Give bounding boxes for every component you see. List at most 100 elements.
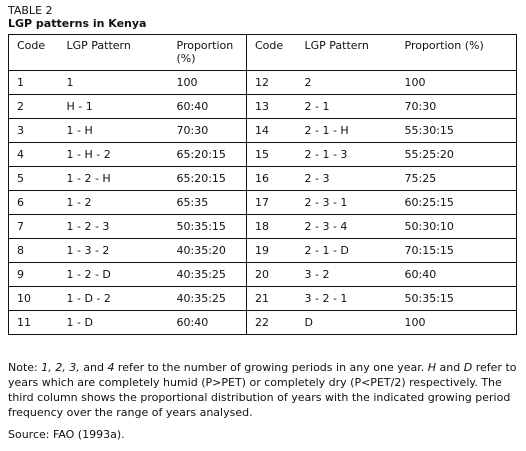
table-cell: 40:35:20: [168, 238, 247, 263]
table-cell: 1 - H: [58, 118, 169, 143]
note: Note: 1, 2, 3, and 4 refer to the number…: [8, 360, 520, 420]
table-cell: 20: [246, 262, 297, 287]
table-cell: 8: [8, 238, 59, 263]
table-cell: 1: [58, 70, 169, 95]
table-cell: 1 - 2: [58, 190, 169, 215]
table-cell: 65:35: [168, 190, 247, 215]
table-cell: 3 - 2 - 1: [296, 286, 397, 311]
table-cell: 100: [168, 70, 247, 95]
note-text: H: [427, 361, 437, 374]
table-cell: 22: [246, 310, 297, 335]
table-row: 11 1 - D 60:40 22 D 100: [8, 310, 517, 335]
table-cell: 7: [8, 214, 59, 239]
table-cell: 12: [246, 70, 297, 95]
note-text: refer to the number of growing periods i…: [114, 361, 428, 374]
table-cell: 16: [246, 166, 297, 191]
table-cell: 1 - H - 2: [58, 142, 169, 167]
table-cell: 100: [396, 310, 517, 335]
note-text: 1, 2, 3,: [41, 361, 80, 374]
column-header: LGP Pattern: [58, 34, 169, 71]
table-cell: 2 - 3 - 1: [296, 190, 397, 215]
table-cell: 3 - 2: [296, 262, 397, 287]
table-cell: 50:30:10: [396, 214, 517, 239]
table-label: TABLE 2: [8, 4, 53, 17]
table-cell: 40:35:25: [168, 286, 247, 311]
column-header: Proportion (%): [168, 34, 247, 71]
table-cell: 9: [8, 262, 59, 287]
table-cell: 3: [8, 118, 59, 143]
table-cell: 1 - 2 - H: [58, 166, 169, 191]
table-cell: 11: [8, 310, 59, 335]
table-body: 1 1 100 12 2 100 2 H - 1 60:40 13 2 - 1 70:30 3 1 - H…: [8, 70, 517, 335]
table-cell: 2 - 1 - D: [296, 238, 397, 263]
table-cell: 1 - 2 - D: [58, 262, 169, 287]
table-cell: 50:35:15: [168, 214, 247, 239]
table-cell: 55:25:20: [396, 142, 517, 167]
header-row: Code LGP Pattern Proportion (%) Code LGP Pat…: [8, 34, 517, 71]
table-row: 10 1 - D - 2 40:35:25 21 3 - 2 - 1 50:35:15: [8, 286, 517, 311]
table-cell: 15: [246, 142, 297, 167]
note-text: D: [463, 361, 473, 374]
table-cell: 60:40: [168, 94, 247, 119]
table-cell: 1 - D: [58, 310, 169, 335]
table-cell: 65:20:15: [168, 142, 247, 167]
table-cell: 21: [246, 286, 297, 311]
table-cell: 2 - 1 - 3: [296, 142, 397, 167]
source: Source: FAO (1993a).: [8, 428, 125, 441]
table-cell: 13: [246, 94, 297, 119]
table-cell: 10: [8, 286, 59, 311]
table: Code LGP Pattern Proportion (%) Code LGP Pat…: [8, 34, 517, 335]
table-cell: D: [296, 310, 397, 335]
column-header: LGP Pattern: [296, 34, 397, 71]
table-cell: 2: [8, 94, 59, 119]
table-cell: 50:35:15: [396, 286, 517, 311]
column-header: Code: [246, 34, 297, 71]
table-cell: 1 - D - 2: [58, 286, 169, 311]
table-cell: 2 - 1: [296, 94, 397, 119]
note-text: Note:: [8, 361, 42, 374]
note-text: refer to years which are completely humi…: [8, 361, 517, 419]
table-cell: 1 - 2 - 3: [58, 214, 169, 239]
table-cell: 2 - 1 - H: [296, 118, 397, 143]
table-cell: 5: [8, 166, 59, 191]
table-row: 1 1 100 12 2 100: [8, 70, 517, 95]
column-header: Code: [8, 34, 59, 71]
table-cell: 14: [246, 118, 297, 143]
column-header: Proportion (%): [396, 34, 517, 71]
table-title: LGP patterns in Kenya: [8, 17, 147, 30]
table-cell: 60:40: [396, 262, 517, 287]
table-cell: 60:40: [168, 310, 247, 335]
table-cell: 2: [296, 70, 397, 95]
table-cell: 40:35:25: [168, 262, 247, 287]
table-cell: 70:30: [396, 94, 517, 119]
table-cell: 65:20:15: [168, 166, 247, 191]
table-cell: 100: [396, 70, 517, 95]
table-cell: 70:30: [168, 118, 247, 143]
table-cell: 17: [246, 190, 297, 215]
table-cell: 70:15:15: [396, 238, 517, 263]
table-cell: 60:25:15: [396, 190, 517, 215]
table-cell: 19: [246, 238, 297, 263]
table-cell: 18: [246, 214, 297, 239]
table-cell: 55:30:15: [396, 118, 517, 143]
table-cell: 2 - 3 - 4: [296, 214, 397, 239]
note-text: and: [436, 361, 464, 374]
table-cell: 1: [8, 70, 59, 95]
table-cell: 6: [8, 190, 59, 215]
table-cell: H - 1: [58, 94, 169, 119]
table-cell: 1 - 3 - 2: [58, 238, 169, 263]
table-cell: 4: [8, 142, 59, 167]
note-text: 4: [107, 361, 115, 374]
table-cell: 2 - 3: [296, 166, 397, 191]
table-cell: 75:25: [396, 166, 517, 191]
note-text: and: [79, 361, 108, 374]
